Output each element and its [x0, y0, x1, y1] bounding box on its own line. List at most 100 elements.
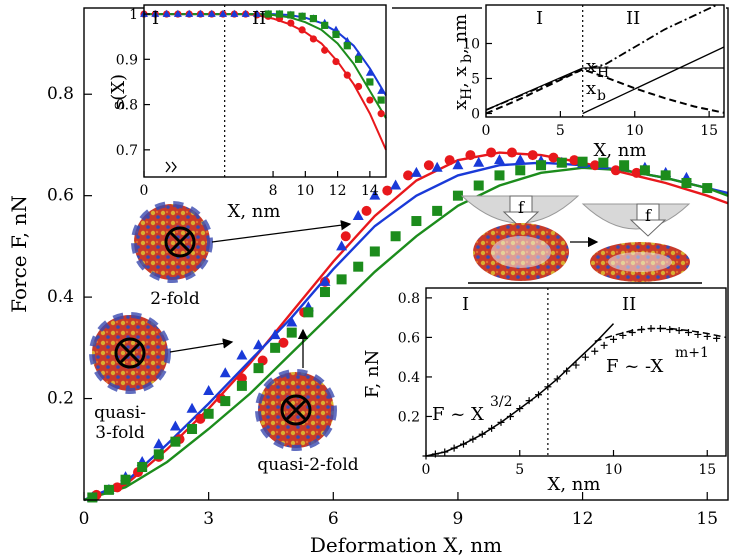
quasi-2-fold-point — [270, 342, 281, 353]
inset-xh-region-I: I — [536, 8, 543, 29]
x-tick-label: 15 — [698, 462, 716, 478]
quasi-2-fold-point — [203, 408, 214, 419]
2-fold-point — [343, 71, 351, 79]
quasi-2-fold-point — [309, 14, 317, 23]
inset-sx-axes: 0 8 10 12 14 0.7 0.8 0.9 1 — [116, 7, 379, 199]
quasi-3-fold-point — [319, 275, 331, 286]
quasi-3-fold-point — [377, 86, 386, 94]
main-plot-frame — [83, 7, 729, 501]
quasi-2-fold-point — [354, 55, 363, 63]
quasi-3-fold-point — [514, 154, 526, 165]
inset-fx-law-high: F ~ -X m+1 — [606, 345, 709, 377]
quasi-2-fold-point — [187, 423, 198, 434]
quasi-2-fold-point — [494, 170, 505, 181]
y-tick-label: 0.6 — [47, 186, 74, 206]
capsid-2fold-image — [134, 204, 210, 280]
inset-xh-y-label: xH , x b , nm — [450, 14, 475, 110]
y-tick-label: 0.8 — [116, 98, 138, 114]
main-y-label: Force F, nN — [7, 195, 31, 313]
quasi-2-fold-point — [332, 30, 340, 39]
quasi-2-fold-point — [598, 157, 609, 168]
y-tick-label: 0.6 — [398, 330, 420, 346]
inset-sx-data-points — [140, 9, 386, 118]
quasi-2-fold-point — [286, 327, 297, 338]
quasi-2-fold-point — [660, 170, 671, 181]
svg-text:, nm: , nm — [450, 14, 471, 54]
quasi-2-fold-point — [473, 180, 484, 191]
2-fold-point — [610, 165, 621, 176]
inset-fx-law-low: F ~ X 3/2 — [432, 394, 513, 425]
quasi-3-fold-point — [410, 166, 422, 177]
x-tick-label: 5 — [556, 123, 565, 139]
inset-fx-region-I: I — [462, 294, 469, 315]
2-fold-point — [340, 231, 351, 242]
quasi-3-fold-point — [252, 9, 261, 17]
2-fold-point — [569, 155, 580, 166]
quasi-3-fold-point — [369, 189, 381, 200]
x_b-line — [486, 68, 724, 115]
quasi-2-fold-point — [137, 462, 148, 473]
x-tick-label: 5 — [515, 462, 524, 478]
data-point — [619, 331, 627, 339]
2-fold-point — [321, 46, 329, 54]
quasi-2-fold-point — [353, 261, 364, 272]
inset-fx-region-II: II — [622, 294, 636, 315]
y-tick-label: 0.9 — [116, 52, 138, 68]
inset-fx-lines — [422, 288, 727, 460]
x-tick-label: 10 — [605, 462, 623, 478]
2-fold-point — [631, 167, 642, 178]
label-quasi2fold: quasi-2-fold — [257, 455, 358, 475]
2-fold-point — [278, 337, 289, 348]
y-tick-label: 0.4 — [47, 287, 74, 307]
quasi-2-fold-point — [236, 380, 247, 391]
svg-text:b: b — [597, 88, 606, 104]
quasi-3-fold-point — [286, 316, 298, 327]
power-m+1-line — [594, 327, 727, 343]
y-tick-label: 0.8 — [398, 291, 420, 307]
quasi-3-fold-point — [186, 402, 198, 413]
quasi-2-fold-point — [287, 11, 295, 19]
quasi-2-fold-point — [120, 474, 131, 485]
2-fold-point — [423, 160, 434, 171]
x-tick-label: 9 — [453, 509, 464, 529]
2-fold-point — [195, 413, 206, 424]
inset-fx-y-label: F, nN — [362, 350, 383, 398]
2-fold-point — [506, 147, 517, 158]
quasi-3-fold-point — [169, 420, 181, 431]
label-quasi3fold-line2: 3-fold — [95, 423, 145, 443]
y-tick-label: 0.4 — [398, 370, 420, 386]
data-point — [666, 326, 674, 334]
x-tick-label: 0 — [482, 123, 491, 139]
quasi-3-fold-point — [365, 68, 374, 76]
2-fold-point — [548, 152, 559, 163]
2-fold-point — [465, 150, 476, 161]
2-fold-point — [257, 355, 268, 366]
quasi-3-fold-point — [230, 9, 239, 17]
inset-fx-frame — [425, 287, 727, 457]
x-tick-label: 14 — [361, 183, 379, 199]
2-fold-point — [236, 373, 247, 384]
quasi-3-fold-point — [452, 159, 464, 170]
inset-fx-x-label: X, nm — [548, 474, 601, 495]
svg-text:3/2: 3/2 — [490, 394, 513, 410]
quasi-2-fold-point — [452, 190, 463, 201]
force-label-before: f — [518, 198, 525, 217]
capsid-quasi3fold: quasi- 3-fold — [89, 312, 171, 443]
quasi-2-fold-point — [390, 231, 401, 242]
x-tick-label: 8 — [269, 183, 278, 199]
inset-sx-y-label: s(X) — [108, 74, 129, 110]
x-tick-label: 10 — [626, 123, 644, 139]
2-fold-point — [377, 110, 385, 118]
x-tick-label: 3 — [203, 509, 214, 529]
inset-xh-frame — [485, 4, 725, 118]
capsid-2fold-axis-marker — [164, 226, 196, 258]
inset-sx-region-I: I — [152, 8, 159, 29]
quasi-2-fold-point — [264, 10, 272, 18]
quasi-2-fold-point — [556, 157, 567, 168]
quasi-3-fold-point — [253, 339, 265, 350]
quasi-2-fold-point — [87, 492, 98, 503]
quasi-3-fold-point — [203, 384, 215, 395]
